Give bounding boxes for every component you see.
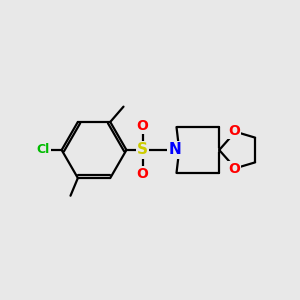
- Text: O: O: [228, 162, 240, 176]
- Text: Cl: Cl: [37, 143, 50, 157]
- Text: O: O: [137, 119, 148, 133]
- Text: O: O: [137, 167, 148, 181]
- Text: N: N: [169, 142, 182, 158]
- Text: O: O: [228, 124, 240, 138]
- Text: S: S: [137, 142, 148, 158]
